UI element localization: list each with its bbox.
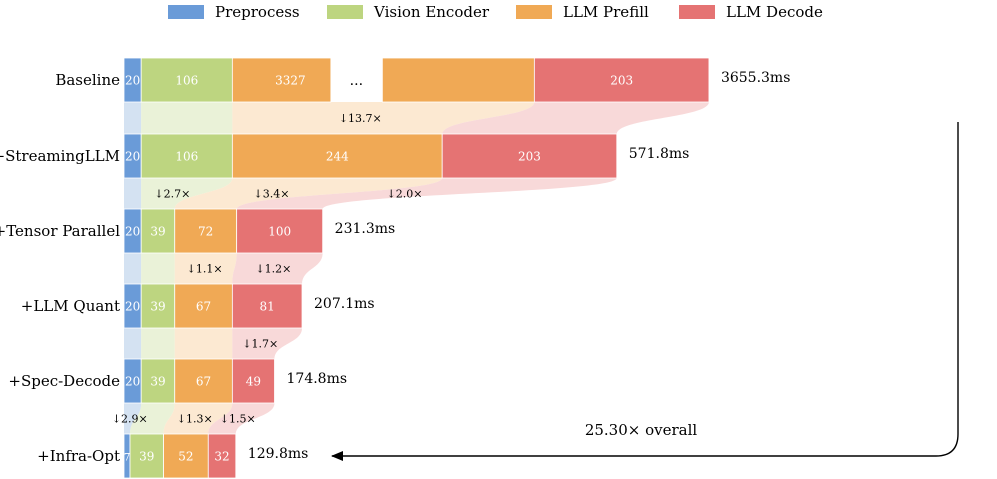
bar-infra-opt-preprocess-value: 7 (124, 453, 130, 464)
transition-band-preprocess-3 (124, 328, 142, 359)
speedup-label-5: ↓1.2× (255, 263, 291, 276)
speedup-label-1: ↓2.7× (154, 188, 190, 201)
transition-band-llm-decode-1 (236, 178, 617, 209)
bar-infra-opt-llm-prefill (163, 433, 209, 479)
bar-tensor-parallel-llm-decode-value: 100 (268, 225, 291, 239)
bar-llm-quant-vision-encoder-value: 39 (150, 300, 165, 314)
speedup-label-7: ↓2.9× (112, 413, 148, 426)
bar-spec-decode-preprocess-value: 20 (125, 375, 140, 389)
bar-llm-quant-vision-encoder (140, 283, 176, 329)
category-label-streamingllm: +StreamingLLM (0, 147, 120, 165)
legend-swatch-vision-encoder (327, 5, 363, 19)
transition-band-llm-prefill-1 (174, 178, 443, 209)
category-label-llm-quant: +LLM Quant (21, 297, 120, 315)
bar-llm-quant-preprocess-value: 20 (125, 300, 140, 314)
speedup-label-6: ↓1.7× (242, 338, 278, 351)
transition-band-vision-encoder-4 (130, 403, 175, 434)
category-label-baseline: Baseline (55, 71, 120, 89)
bar-streamingllm-llm-decode (441, 133, 618, 179)
bar-streamingllm-vision-encoder (140, 133, 233, 179)
overall-speedup-label: 25.30× overall (585, 421, 698, 439)
bar-spec-decode-llm-prefill (174, 358, 233, 404)
bar-tensor-parallel-vision-encoder-value: 39 (150, 225, 165, 239)
bar-spec-decode-vision-encoder-value: 39 (150, 375, 165, 389)
transition-band-preprocess-0 (124, 102, 142, 134)
transition-band-llm-decode-3 (232, 328, 303, 359)
bar-baseline-llm-prefill-value: 3327 (275, 74, 306, 88)
bar-llm-quant-llm-decode-value: 81 (260, 300, 275, 314)
bar-streamingllm-llm-prefill (231, 133, 443, 179)
category-label-spec-decode: +Spec-Decode (8, 372, 120, 390)
legend-swatch-preprocess (168, 5, 204, 19)
legend-swatch-llm-decode (679, 5, 715, 19)
bar-streamingllm-llm-prefill-value: 244 (326, 150, 349, 164)
bar-tensor-parallel-preprocess-value: 20 (125, 225, 140, 239)
bar-llm-quant-llm-decode (231, 283, 303, 329)
legend-label-llm-prefill: LLM Prefill (563, 3, 649, 21)
transition-band-llm-decode-4 (208, 403, 275, 434)
bar-streamingllm-vision-encoder-value: 106 (175, 150, 198, 164)
total-label-spec-decode: 174.8ms (287, 371, 348, 387)
overall-arrow (331, 122, 959, 461)
category-label-tensor-parallel: +Tensor Parallel (0, 222, 120, 240)
speedup-label-8: ↓1.3× (177, 413, 213, 426)
bar-tensor-parallel-llm-decode (236, 208, 324, 254)
total-label-streamingllm: 571.8ms (629, 146, 690, 162)
bar-tensor-parallel-llm-prefill-value: 72 (198, 225, 213, 239)
bar-spec-decode-llm-prefill-value: 67 (196, 375, 211, 389)
transition-band-llm-prefill-2 (174, 253, 237, 284)
speedup-label-9: ↓1.5× (220, 413, 256, 426)
legend-swatch-llm-prefill (516, 5, 552, 19)
total-label-llm-quant: 207.1ms (314, 296, 375, 312)
transition-band-vision-encoder-1 (141, 178, 233, 209)
bar-baseline-llm-prefill-continued (381, 57, 535, 103)
transition-band-vision-encoder-0 (141, 102, 233, 134)
bar-infra-opt-vision-encoder-value: 39 (139, 450, 154, 464)
bar-spec-decode-llm-decode-value: 49 (246, 375, 261, 389)
total-label-baseline: 3655.3ms (721, 70, 790, 86)
legend-label-vision-encoder: Vision Encoder (373, 3, 490, 21)
speedup-label-0: ↓13.7× (339, 112, 382, 125)
bar-infra-opt-vision-encoder (129, 433, 164, 479)
bar-baseline-llm-prefill (231, 57, 332, 103)
bar-streamingllm-preprocess-value: 20 (125, 150, 140, 164)
bar-baseline-preprocess-value: 20 (125, 74, 140, 88)
total-label-infra-opt: 129.8ms (248, 446, 309, 462)
transition-band-llm-decode-0 (442, 102, 709, 134)
transition-band-preprocess-1 (124, 178, 142, 209)
transition-band-llm-prefill-0 (232, 102, 535, 134)
bar-infra-opt-llm-prefill-value: 52 (178, 450, 193, 464)
bar-baseline-vision-encoder-value: 106 (175, 74, 198, 88)
truncation-ellipsis: ... (350, 73, 363, 89)
bar-infra-opt-llm-decode (207, 433, 237, 479)
speedup-label-3: ↓2.0× (387, 188, 423, 201)
bar-infra-opt-llm-decode-value: 32 (214, 450, 229, 464)
bar-spec-decode-llm-decode (231, 358, 275, 404)
bar-baseline-llm-decode (533, 57, 710, 103)
bar-baseline-llm-decode-value: 203 (610, 74, 633, 88)
speedup-label-4: ↓1.1× (187, 263, 223, 276)
transition-band-preprocess-2 (124, 253, 142, 284)
legend-label-preprocess: Preprocess (215, 3, 300, 21)
bar-tensor-parallel-vision-encoder (140, 208, 176, 254)
transition-band-vision-encoder-2 (141, 253, 175, 284)
transition-band-vision-encoder-3 (141, 328, 175, 359)
category-label-infra-opt: +Infra-Opt (37, 447, 120, 465)
bar-tensor-parallel-llm-prefill (174, 208, 238, 254)
bar-llm-quant-llm-prefill (174, 283, 233, 329)
bar-baseline-vision-encoder (140, 57, 233, 103)
transition-band-llm-decode-2 (232, 253, 323, 284)
bar-llm-quant-llm-prefill-value: 67 (196, 300, 211, 314)
bar-streamingllm-llm-decode-value: 203 (518, 150, 541, 164)
total-label-tensor-parallel: 231.3ms (335, 221, 396, 237)
bar-spec-decode-vision-encoder (140, 358, 176, 404)
transition-band-llm-prefill-4 (163, 403, 233, 434)
legend-label-llm-decode: LLM Decode (726, 3, 823, 21)
speedup-label-2: ↓3.4× (254, 188, 290, 201)
transition-band-llm-prefill-3 (174, 328, 233, 359)
transition-band-preprocess-4 (124, 403, 142, 434)
